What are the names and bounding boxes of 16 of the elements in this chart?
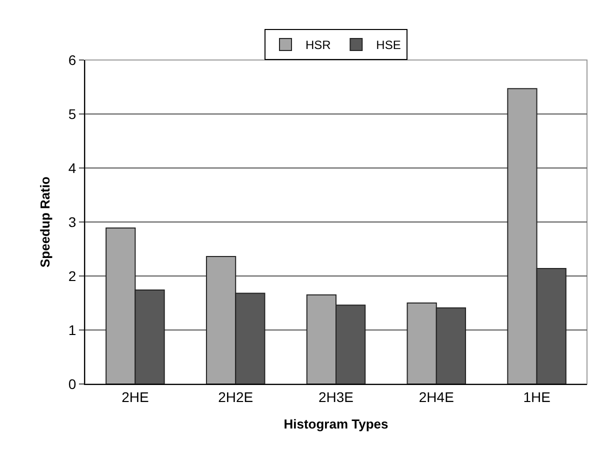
y-tick-label: 6 [68,52,76,68]
y-tick-label: 2 [68,268,76,284]
x-tick-label: 1HE [523,388,550,405]
x-tick-label: 2HE [122,388,149,405]
legend-label: HSR [306,38,332,52]
x-tick-label: 2H4E [418,388,454,405]
y-axis-title: Speedup Ratio [37,176,52,268]
legend-label: HSE [376,38,401,52]
x-tick-label: 2H2E [218,388,254,405]
y-tick-label: 3 [68,214,76,230]
y-tick-label: 1 [68,322,76,338]
x-tick-label: 2H3E [318,388,354,405]
y-tick-label: 4 [68,160,76,176]
y-tick-label: 0 [68,376,76,392]
x-axis-title: Histogram Types [284,416,388,432]
y-tick-label: 5 [68,106,76,122]
